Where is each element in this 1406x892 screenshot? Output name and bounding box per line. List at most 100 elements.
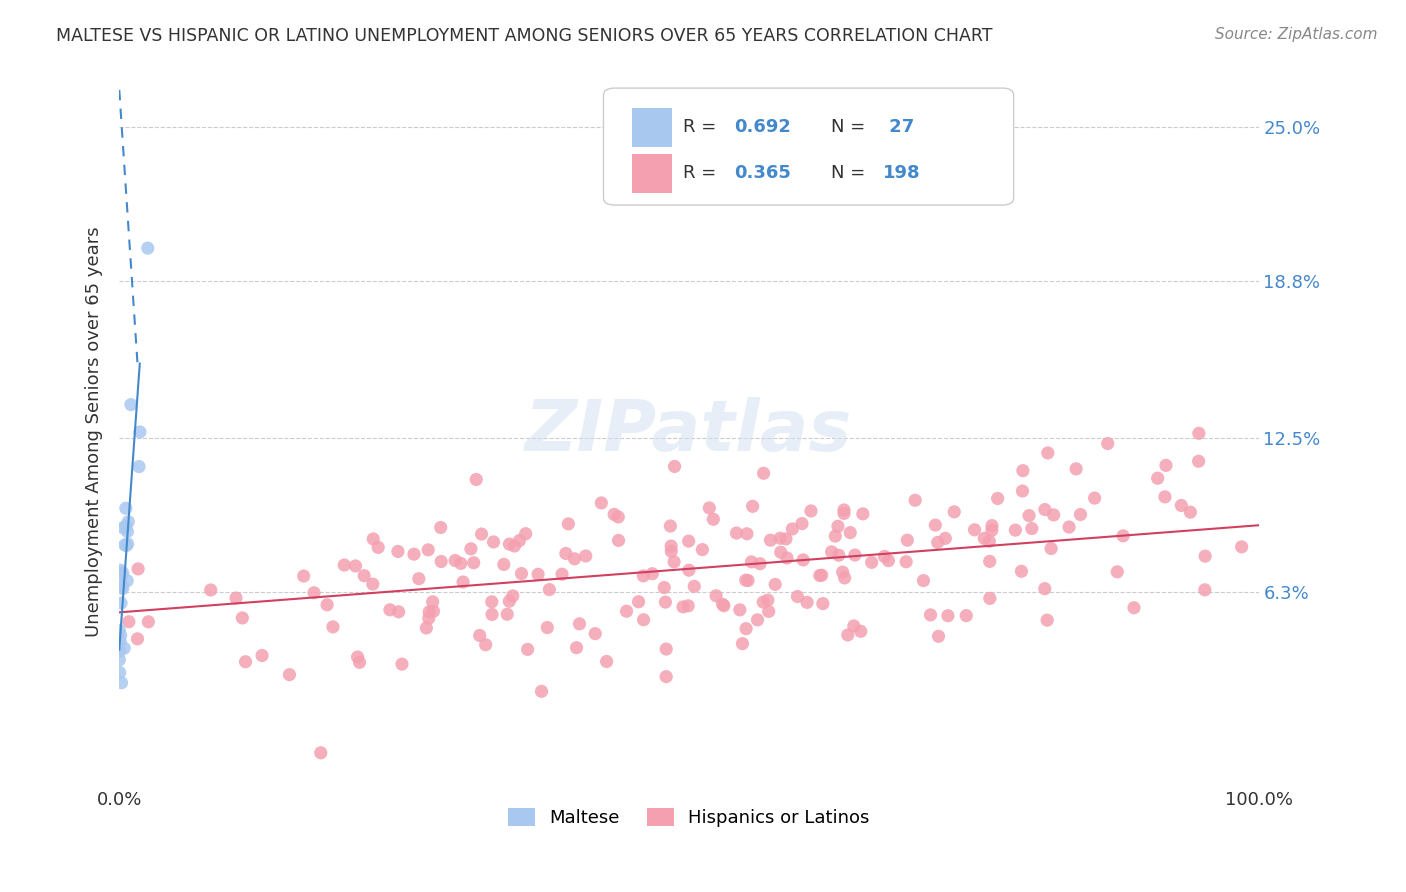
Hispanics or Latinos	[1040, 541, 1063, 556]
Hispanics or Latinos	[725, 526, 748, 541]
Maltese	[129, 425, 152, 439]
Hispanics or Latinos	[1057, 520, 1080, 534]
Hispanics or Latinos	[1097, 436, 1119, 450]
Maltese	[136, 241, 159, 255]
Maltese	[111, 566, 134, 580]
Hispanics or Latinos	[758, 604, 780, 618]
Hispanics or Latinos	[118, 615, 141, 629]
Hispanics or Latinos	[659, 544, 682, 558]
Hispanics or Latinos	[735, 622, 758, 636]
Text: 27: 27	[883, 118, 914, 136]
Hispanics or Latinos	[741, 500, 763, 514]
Hispanics or Latinos	[387, 544, 409, 558]
Hispanics or Latinos	[713, 599, 735, 613]
Hispanics or Latinos	[482, 535, 505, 549]
Hispanics or Latinos	[828, 548, 851, 562]
Hispanics or Latinos	[737, 574, 759, 588]
Hispanics or Latinos	[860, 555, 883, 569]
Hispanics or Latinos	[810, 568, 832, 582]
Text: 0.365: 0.365	[734, 164, 792, 182]
Hispanics or Latinos	[1004, 523, 1026, 537]
Hispanics or Latinos	[536, 621, 558, 635]
Maltese	[112, 521, 135, 535]
Hispanics or Latinos	[346, 650, 368, 665]
Text: R =: R =	[683, 164, 723, 182]
Hispanics or Latinos	[353, 568, 375, 582]
Hispanics or Latinos	[934, 532, 956, 546]
Text: 198: 198	[883, 164, 921, 182]
Hispanics or Latinos	[735, 526, 758, 541]
Hispanics or Latinos	[471, 527, 494, 541]
Hispanics or Latinos	[800, 504, 823, 518]
Hispanics or Latinos	[616, 604, 638, 618]
Hispanics or Latinos	[468, 628, 491, 642]
Hispanics or Latinos	[775, 532, 797, 546]
Hispanics or Latinos	[607, 510, 630, 524]
Hispanics or Latinos	[378, 603, 401, 617]
Text: ZIPatlas: ZIPatlas	[526, 398, 852, 467]
Hispanics or Latinos	[557, 516, 579, 531]
Hispanics or Latinos	[655, 670, 678, 684]
Hispanics or Latinos	[652, 581, 675, 595]
Hispanics or Latinos	[1187, 454, 1209, 468]
Hispanics or Latinos	[728, 603, 751, 617]
Bar	[631, 153, 672, 193]
Hispanics or Latinos	[418, 605, 440, 619]
Maltese	[108, 624, 131, 638]
Hispanics or Latinos	[1154, 490, 1177, 504]
Text: R =: R =	[683, 118, 723, 136]
Hispanics or Latinos	[225, 591, 247, 605]
Hispanics or Latinos	[607, 533, 630, 548]
Hispanics or Latinos	[894, 555, 917, 569]
Hispanics or Latinos	[980, 523, 1002, 537]
Hispanics or Latinos	[676, 599, 699, 613]
Hispanics or Latinos	[678, 563, 700, 577]
Hispanics or Latinos	[979, 534, 1001, 549]
Hispanics or Latinos	[418, 542, 440, 557]
Hispanics or Latinos	[1170, 499, 1192, 513]
Hispanics or Latinos	[844, 548, 866, 562]
Hispanics or Latinos	[659, 539, 682, 553]
Hispanics or Latinos	[1036, 613, 1059, 627]
Hispanics or Latinos	[1084, 491, 1107, 505]
Hispanics or Latinos	[481, 595, 503, 609]
Hispanics or Latinos	[1107, 565, 1129, 579]
Hispanics or Latinos	[450, 557, 472, 571]
Hispanics or Latinos	[515, 526, 537, 541]
Hispanics or Latinos	[603, 508, 626, 522]
Hispanics or Latinos	[1230, 540, 1253, 554]
Hispanics or Latinos	[927, 535, 949, 549]
Hispanics or Latinos	[127, 632, 149, 646]
Maltese	[110, 628, 132, 642]
Hispanics or Latinos	[333, 558, 356, 572]
Hispanics or Latinos	[896, 533, 918, 548]
Maltese	[110, 563, 132, 577]
Hispanics or Latinos	[832, 507, 855, 521]
Hispanics or Latinos	[1154, 458, 1177, 473]
Hispanics or Latinos	[302, 586, 325, 600]
Hispanics or Latinos	[235, 655, 257, 669]
Hispanics or Latinos	[474, 638, 496, 652]
Hispanics or Latinos	[702, 512, 724, 526]
Maltese	[114, 538, 136, 552]
Maltese	[114, 501, 136, 516]
Maltese	[115, 539, 138, 553]
Text: MALTESE VS HISPANIC OR LATINO UNEMPLOYMENT AMONG SENIORS OVER 65 YEARS CORRELATI: MALTESE VS HISPANIC OR LATINO UNEMPLOYME…	[56, 27, 993, 45]
Hispanics or Latinos	[402, 547, 425, 561]
Maltese	[110, 675, 132, 690]
Hispanics or Latinos	[831, 565, 853, 579]
Hispanics or Latinos	[316, 598, 339, 612]
Hispanics or Latinos	[936, 608, 959, 623]
Hispanics or Latinos	[763, 577, 786, 591]
Hispanics or Latinos	[1188, 426, 1211, 441]
Hispanics or Latinos	[583, 626, 606, 640]
Hispanics or Latinos	[481, 607, 503, 622]
Hispanics or Latinos	[492, 558, 515, 572]
Hispanics or Latinos	[782, 522, 804, 536]
Hispanics or Latinos	[659, 519, 682, 533]
Hispanics or Latinos	[595, 655, 617, 669]
Hispanics or Latinos	[1194, 582, 1216, 597]
Hispanics or Latinos	[361, 532, 384, 546]
Hispanics or Latinos	[530, 684, 553, 698]
Hispanics or Latinos	[973, 532, 995, 546]
